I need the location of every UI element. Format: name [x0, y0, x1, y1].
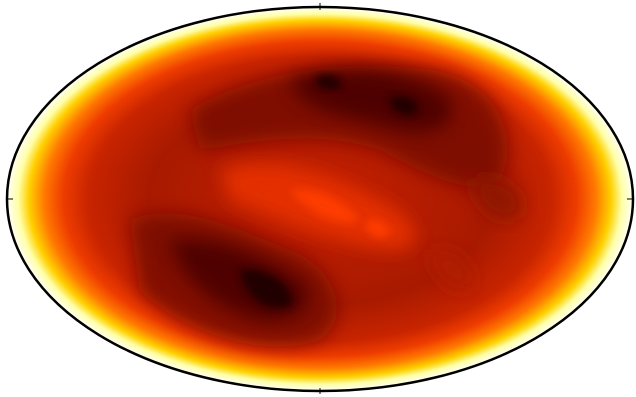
contour-region [430, 249, 473, 291]
contour-region [365, 219, 389, 238]
contour-region [470, 177, 522, 221]
contour-field [130, 66, 522, 347]
contour-region [315, 74, 341, 90]
contour-region [290, 189, 360, 223]
contour-region [240, 269, 293, 309]
contour-region [390, 95, 419, 116]
